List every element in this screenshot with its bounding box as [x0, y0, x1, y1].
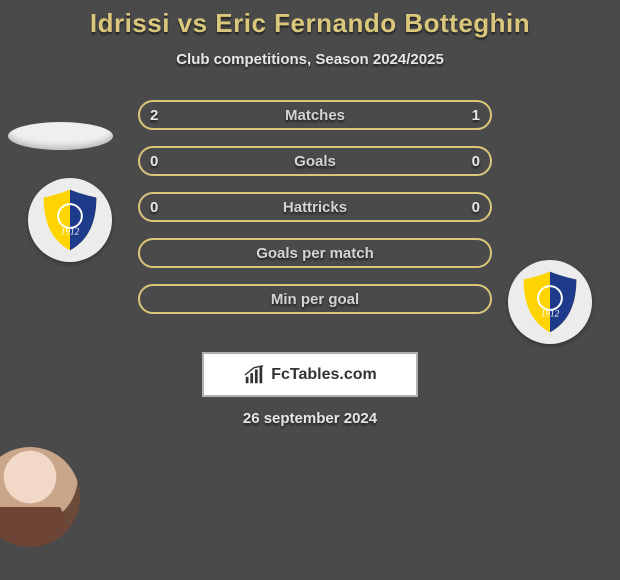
left-club-logo: 1912	[28, 178, 112, 262]
stat-value-left: 2	[150, 107, 158, 124]
stat-label: Min per goal	[271, 291, 359, 308]
svg-text:1912: 1912	[61, 227, 80, 237]
bar-chart-icon	[243, 364, 265, 386]
stat-value-left: 0	[150, 199, 158, 216]
stat-value-right: 1	[472, 107, 480, 124]
stat-pill: Goals	[138, 146, 492, 176]
left-player-placeholder	[8, 122, 113, 150]
watermark-box: FcTables.com	[202, 352, 418, 397]
svg-text:1912: 1912	[541, 309, 560, 319]
stat-label: Goals	[294, 153, 336, 170]
stat-pill: Goals per match	[138, 238, 492, 268]
club-shield-icon: 1912	[517, 269, 583, 335]
watermark-text: FcTables.com	[271, 366, 377, 384]
infographic-date: 26 september 2024	[0, 410, 620, 427]
stat-label: Hattricks	[283, 199, 347, 216]
comparison-subtitle: Club competitions, Season 2024/2025	[0, 51, 620, 68]
stat-value-right: 0	[472, 199, 480, 216]
stat-pill: Min per goal	[138, 284, 492, 314]
right-club-logo: 1912	[508, 260, 592, 344]
right-player-photo	[0, 447, 80, 547]
club-shield-icon: 1912	[37, 187, 103, 253]
stat-label: Goals per match	[256, 245, 374, 262]
stat-pill: Hattricks	[138, 192, 492, 222]
stat-value-left: 0	[150, 153, 158, 170]
stat-label: Matches	[285, 107, 345, 124]
stat-value-right: 0	[472, 153, 480, 170]
stat-pill: Matches	[138, 100, 492, 130]
comparison-title: Idrissi vs Eric Fernando Botteghin	[0, 0, 620, 39]
